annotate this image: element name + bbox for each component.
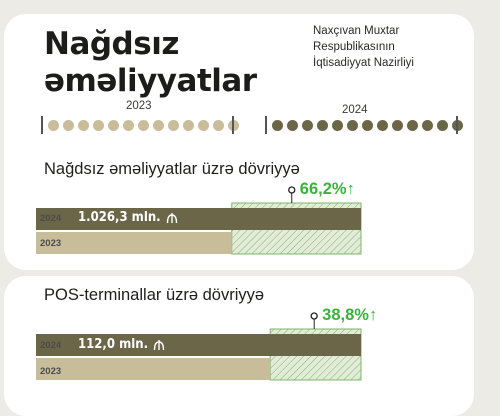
timeline-dot-2024	[347, 120, 358, 131]
page-title: Nağdsız əməliyyatlar	[44, 26, 257, 99]
chart-1-title: Nağdsız əməliyyatlar üzrə dövriyyə	[44, 160, 300, 178]
growth-pointer-dot	[310, 312, 318, 320]
chart-1-label-2024: 2024	[40, 213, 62, 224]
timeline-dot-2023	[63, 120, 74, 131]
chart-2-svg	[36, 312, 362, 381]
timeline-dots-2023	[48, 120, 239, 131]
timeline-dot-2024	[407, 120, 418, 131]
timeline-dot-2023	[138, 120, 149, 131]
bar-2023	[36, 232, 232, 254]
chart-2-title: POS-terminallar üzrə dövriyyə	[44, 286, 265, 304]
chart-2: 2024 2023 112,0 mln. 38,8%↑	[0, 306, 500, 386]
timeline-dot-2023	[153, 120, 164, 131]
timeline-dot-2024	[422, 120, 433, 131]
timeline-year-2024: 2024	[342, 104, 368, 116]
timeline-dot-2023	[123, 120, 134, 131]
timeline-dot-2024	[392, 120, 403, 131]
chart-1-growth-value: 66,2%	[299, 180, 347, 198]
chart-2-growth-value: 38,8%	[322, 306, 369, 324]
chart-2-value-text: 112,0 mln.	[78, 337, 149, 352]
chart-1-value-2024: 1.026,3 mln.	[78, 210, 178, 225]
chart-1-growth: 66,2%↑	[300, 180, 355, 199]
chart-2-value-2024: 112,0 mln.	[78, 337, 165, 352]
ministry-line-3: İqtisadiyyat Nazirliyi	[313, 57, 414, 69]
manat-icon	[153, 339, 165, 351]
timeline-dot-2023	[198, 120, 209, 131]
bar-2024	[36, 208, 361, 230]
timeline-dot-2024	[317, 120, 328, 131]
timeline-tick-right-end	[456, 116, 458, 134]
ministry-line-2: Respublikasının	[313, 41, 395, 53]
timeline-tick-right-start	[265, 116, 267, 134]
timeline-dot-2024	[302, 120, 313, 131]
timeline-dot-2023	[108, 120, 119, 131]
timeline-dot-2023	[213, 120, 224, 131]
up-arrow-icon: ↑	[346, 180, 355, 198]
chart-2-label-2023: 2023	[40, 366, 62, 377]
timeline-dot-2024	[377, 120, 388, 131]
chart-2-growth: 38,8%↑	[322, 306, 377, 325]
timeline-dot-2024	[332, 120, 343, 131]
timeline-dot-2024	[287, 120, 298, 131]
timeline-dot-2024	[452, 120, 463, 131]
timeline-dot-2023	[48, 120, 59, 131]
timeline-dot-2024	[437, 120, 448, 131]
timeline-dot-2023	[78, 120, 89, 131]
chart-1-value-text: 1.026,3 mln.	[78, 210, 161, 225]
timeline-dots-2024	[272, 120, 463, 131]
chart-2-label-2024: 2024	[40, 340, 62, 351]
timeline-tick-left	[41, 116, 43, 134]
bar-2023	[36, 358, 271, 380]
bar-2024	[36, 334, 361, 356]
ministry-name: Naxçıvan Muxtar Respublikasının İqtisadi…	[313, 23, 473, 71]
timeline-tick-mid	[232, 116, 234, 134]
timeline-dot-2023	[93, 120, 104, 131]
manat-icon	[166, 212, 178, 224]
timeline-dot-2023	[228, 120, 239, 131]
chart-1-label-2023: 2023	[40, 238, 62, 249]
timeline-dot-2024	[272, 120, 283, 131]
chart-1: 2024 2023 1.026,3 mln. 66,2%↑	[0, 180, 500, 260]
ministry-line-1: Naxçıvan Muxtar	[313, 25, 400, 37]
timeline-dot-2023	[168, 120, 179, 131]
timeline-year-2023: 2023	[126, 100, 152, 112]
timeline-dot-2023	[183, 120, 194, 131]
growth-pointer-dot	[288, 186, 296, 194]
timeline-dot-2024	[362, 120, 373, 131]
chart-1-svg	[36, 186, 362, 255]
up-arrow-icon: ↑	[368, 306, 378, 324]
